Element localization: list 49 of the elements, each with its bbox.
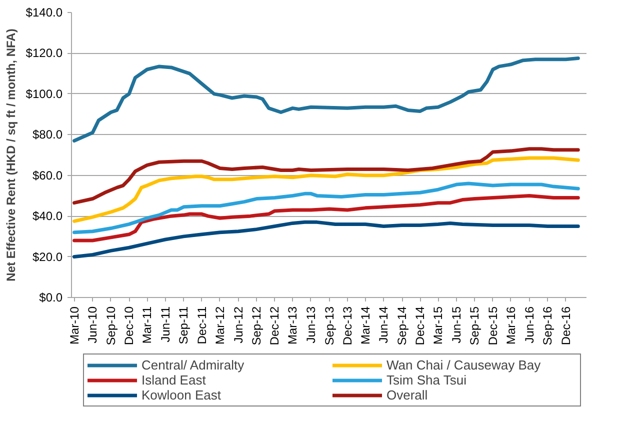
y-tick-label: $120.0 (26, 46, 63, 60)
y-tick-label: $40.0 (32, 209, 63, 224)
x-tick-label: Sep-10 (104, 306, 118, 346)
x-tick-label: Jun-12 (231, 306, 246, 344)
legend-label: Central/ Admiralty (142, 358, 246, 372)
line-series (72, 220, 580, 259)
line-series (72, 182, 580, 234)
y-tick-label: $100.0 (26, 86, 63, 101)
x-tick-label: Mar-16 (504, 306, 518, 345)
x-tick-label: Mar-12 (212, 306, 227, 345)
line-series (72, 56, 580, 142)
legend-label: Island East (142, 372, 207, 388)
x-tick-label: Sep-16 (540, 306, 555, 346)
line-series (72, 147, 580, 205)
x-tick-label: Dec-13 (340, 306, 354, 346)
x-tick-label: Jun-15 (449, 306, 464, 344)
y-tick-label: $80.0 (32, 128, 63, 142)
x-tick-label: Jun-10 (86, 306, 100, 344)
x-tick-label: Mar-15 (431, 306, 446, 345)
x-tick-label: Sep-13 (322, 306, 336, 346)
x-tick-label: Jun-13 (304, 306, 318, 344)
y-tick-label: $60.0 (32, 168, 63, 182)
x-tick-label: Mar-10 (67, 306, 82, 345)
x-tick-label: Sep-12 (250, 306, 264, 346)
y-tick-label: $0.0 (39, 290, 63, 304)
x-tick-label: Jun-16 (522, 306, 536, 344)
x-tick-label: Mar-14 (358, 306, 372, 345)
x-tick-label: Dec-12 (268, 306, 282, 346)
x-tick-label: Dec-14 (413, 306, 428, 346)
x-tick-label: Dec-10 (122, 306, 136, 346)
x-tick-label: Dec-11 (194, 306, 209, 344)
legend-label: Wan Chai / Causeway Bay (386, 358, 542, 372)
x-tick-label: Sep-15 (468, 306, 482, 346)
y-tick-label: $140.0 (26, 6, 63, 20)
x-tick-label: Jun-14 (376, 306, 391, 344)
x-tick-label: Mar-13 (286, 306, 300, 345)
x-tick-label: Dec-15 (486, 306, 500, 346)
legend-label: Kowloon East (142, 388, 222, 402)
legend-label: Overall (386, 388, 429, 402)
legend-label: Tsim Sha Tsui (386, 372, 468, 388)
x-tick-label: Sep-14 (395, 306, 410, 346)
x-tick-label: Dec-16 (558, 306, 573, 346)
y-axis-title: Net Effective Rent (HKD / sq ft / month, NFA) (4, 28, 18, 282)
line-series (72, 194, 580, 242)
line-series (72, 156, 580, 223)
y-tick-label: $20.0 (32, 250, 63, 264)
x-tick-label: Jun-11 (158, 306, 172, 342)
x-tick-label: Sep-11 (176, 306, 191, 344)
x-tick-label: Mar-11 (140, 306, 154, 344)
